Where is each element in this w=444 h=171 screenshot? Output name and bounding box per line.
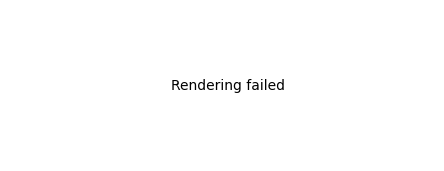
Text: Rendering failed: Rendering failed xyxy=(170,79,285,93)
